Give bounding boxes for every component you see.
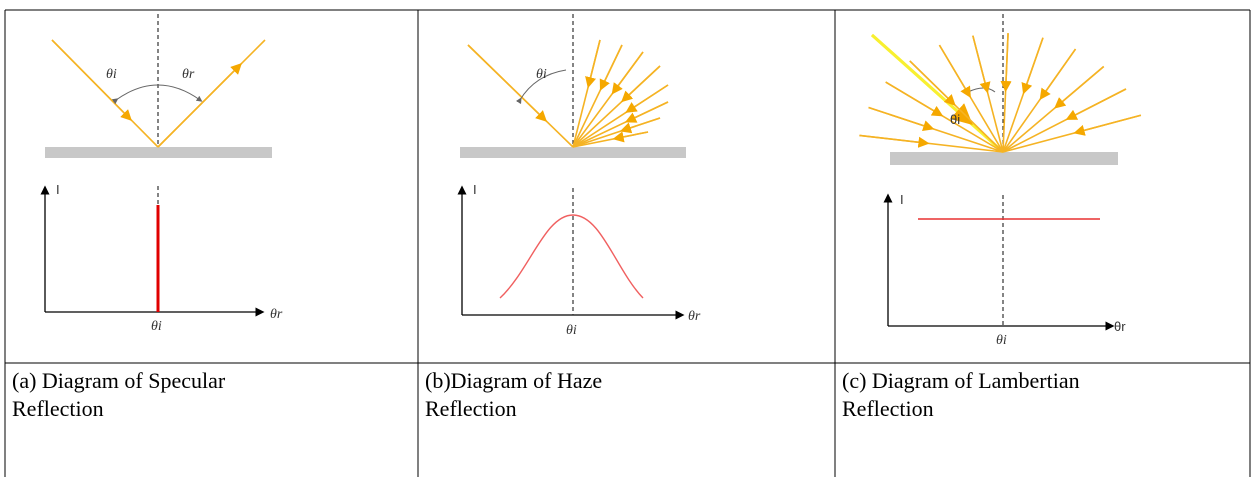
caption: Reflection: [425, 396, 517, 421]
label: θi: [950, 112, 960, 127]
ray: [619, 117, 661, 134]
caption: (b)Diagram of Haze: [425, 368, 602, 393]
ray: [624, 101, 669, 123]
ray: [859, 134, 930, 148]
caption: (c) Diagram of Lambertian: [842, 368, 1080, 393]
label: θi: [106, 67, 117, 82]
label: I: [473, 182, 477, 197]
lambertian-diagram: [859, 14, 1142, 331]
caption: (a) Diagram of Specular: [12, 368, 226, 393]
ray: [868, 106, 935, 132]
ray: [1073, 114, 1142, 136]
table-borders: [4, 9, 1251, 477]
ray: [938, 44, 971, 99]
haze-diagram: [457, 14, 686, 320]
label: I: [56, 182, 60, 197]
label: θr: [688, 309, 701, 324]
label: θi: [151, 319, 162, 334]
ray: [612, 131, 649, 143]
ray: [1039, 48, 1077, 100]
label: θi: [566, 323, 577, 338]
ray: [1065, 88, 1127, 120]
ray: [611, 51, 644, 95]
label: I: [900, 192, 904, 207]
ray: [621, 65, 661, 103]
ray: [1000, 33, 1012, 93]
label: θi: [996, 333, 1007, 348]
caption: Reflection: [12, 396, 104, 421]
ray: [1054, 65, 1105, 109]
ray: [972, 35, 991, 94]
ray: [599, 44, 623, 91]
ray: [585, 39, 601, 89]
label: θr: [182, 67, 195, 82]
specular-diagram: [40, 14, 272, 317]
caption: Reflection: [842, 396, 934, 421]
ray: [885, 81, 944, 117]
ray: [909, 60, 956, 106]
ray: [1021, 37, 1044, 95]
label: θi: [536, 67, 547, 82]
ray: [625, 84, 669, 113]
label: θr: [1114, 319, 1126, 334]
label: θr: [270, 307, 283, 322]
